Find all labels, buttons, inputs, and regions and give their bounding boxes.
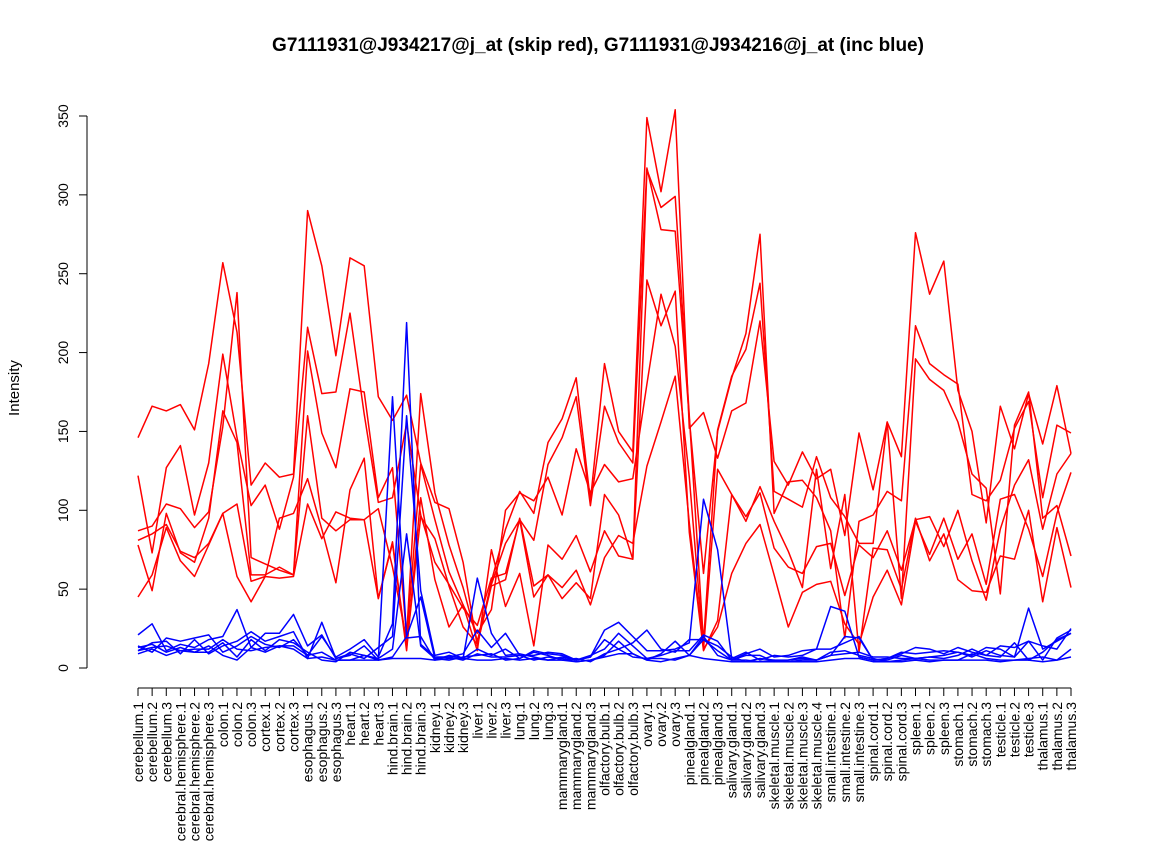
x-tick-label: spinal.cord.1 xyxy=(865,702,881,782)
x-tick-label: cerebral.hemisphere.3 xyxy=(201,702,217,842)
x-tick-label: cortex.3 xyxy=(286,702,302,752)
y-tick-label: 0 xyxy=(55,664,71,672)
x-tick-label: mammarygland.2 xyxy=(568,702,584,810)
x-tick-label: spleen.1 xyxy=(908,702,924,755)
x-tick-label: heart.1 xyxy=(342,702,358,746)
series-line-blue-8 xyxy=(137,321,1072,661)
x-tick-label: esophagus.2 xyxy=(314,702,330,782)
series-line-blue-7 xyxy=(137,395,1072,661)
y-axis-label: Intensity xyxy=(6,360,23,416)
x-tick-label: small.intestine.2 xyxy=(837,702,853,803)
series-line-red-2 xyxy=(137,167,1072,639)
y-tick-label: 200 xyxy=(55,341,71,365)
x-tick-label: skeletal.muscle.1 xyxy=(766,702,782,810)
x-tick-label: cerebral.hemisphere.1 xyxy=(172,702,188,842)
x-tick-label: colon.1 xyxy=(215,702,231,747)
y-tick-label: 350 xyxy=(55,104,71,128)
x-tick-label: stomach.2 xyxy=(964,702,980,767)
x-tick-label: salivary.gland.3 xyxy=(752,702,768,798)
x-tick-label: testicle.1 xyxy=(992,702,1008,757)
x-tick-label: liver.2 xyxy=(483,702,499,739)
x-tick-label: colon.3 xyxy=(243,702,259,747)
x-axis: cerebellum.1cerebellum.2cerebellum.3cere… xyxy=(130,687,1079,842)
series-line-red-4 xyxy=(137,291,1072,650)
series-line-blue-12 xyxy=(137,638,1072,663)
x-tick-label: kidney.2 xyxy=(441,702,457,753)
x-tick-label: salivary.gland.2 xyxy=(738,702,754,798)
x-tick-label: small.intestine.3 xyxy=(851,702,867,803)
x-tick-label: cerebellum.2 xyxy=(144,702,160,782)
x-tick-label: heart.3 xyxy=(370,702,386,746)
series-line-blue-9 xyxy=(137,414,1072,663)
y-tick-label: 250 xyxy=(55,262,71,286)
x-tick-label: lung.3 xyxy=(540,702,556,740)
series-lines xyxy=(137,108,1072,663)
y-tick-label: 300 xyxy=(55,183,71,207)
x-tick-label: ovary.3 xyxy=(667,702,683,747)
x-tick-label: skeletal.muscle.3 xyxy=(794,702,810,810)
x-tick-label: cortex.2 xyxy=(271,702,287,752)
y-tick-label: 50 xyxy=(55,581,71,597)
series-line-red-5 xyxy=(137,279,1072,653)
x-tick-label: spinal.cord.2 xyxy=(879,702,895,782)
x-tick-label: hind.brain.2 xyxy=(399,702,415,775)
x-tick-label: spleen.2 xyxy=(922,702,938,755)
x-tick-label: esophagus.3 xyxy=(328,702,344,782)
series-line-blue-11 xyxy=(137,596,1072,663)
series-line-red-1 xyxy=(137,108,1072,647)
x-tick-label: pinealgland.3 xyxy=(710,702,726,786)
x-tick-label: cerebellum.1 xyxy=(130,702,146,782)
chart-title: G7111931@J934217@j_at (skip red), G71119… xyxy=(272,35,924,56)
x-tick-label: lung.2 xyxy=(526,702,542,740)
x-tick-label: skeletal.muscle.2 xyxy=(780,702,796,810)
x-tick-label: small.intestine.1 xyxy=(823,702,839,803)
x-tick-label: salivary.gland.1 xyxy=(724,702,740,798)
x-tick-label: thalamus.1 xyxy=(1035,702,1051,771)
x-tick-label: mammarygland.3 xyxy=(582,702,598,810)
x-tick-label: olfactory.bulb.3 xyxy=(625,702,641,796)
x-tick-label: spleen.3 xyxy=(936,702,952,755)
x-tick-label: liver.3 xyxy=(498,702,514,739)
x-tick-label: stomach.3 xyxy=(978,702,994,767)
x-tick-label: cerebellum.3 xyxy=(158,702,174,782)
x-tick-label: testicle.3 xyxy=(1021,702,1037,757)
x-tick-label: thalamus.2 xyxy=(1049,702,1065,771)
x-tick-label: heart.2 xyxy=(356,702,372,746)
x-tick-label: pinealgland.1 xyxy=(681,702,697,786)
x-tick-label: ovary.1 xyxy=(639,702,655,747)
x-tick-label: colon.2 xyxy=(229,702,245,747)
series-line-blue-10 xyxy=(137,533,1072,663)
y-tick-label: 150 xyxy=(55,420,71,444)
x-tick-label: ovary.2 xyxy=(653,702,669,747)
x-tick-label: cortex.1 xyxy=(257,702,273,752)
x-tick-label: liver.1 xyxy=(469,702,485,739)
x-tick-label: spinal.cord.3 xyxy=(893,702,909,782)
x-tick-label: testicle.2 xyxy=(1006,702,1022,757)
x-tick-label: hind.brain.3 xyxy=(413,702,429,775)
x-tick-label: olfactory.bulb.2 xyxy=(611,702,627,796)
series-line-red-6 xyxy=(137,375,1072,650)
x-tick-label: skeletal.muscle.4 xyxy=(809,702,825,810)
x-tick-label: thalamus.3 xyxy=(1063,702,1079,771)
x-tick-label: esophagus.1 xyxy=(300,702,316,782)
x-tick-label: pinealgland.2 xyxy=(695,702,711,786)
x-tick-label: olfactory.bulb.1 xyxy=(597,702,613,796)
y-axis: 0 50 100 150 200 250 300 350 xyxy=(55,104,88,672)
y-tick-label: 100 xyxy=(55,498,71,522)
x-tick-label: hind.brain.1 xyxy=(384,702,400,775)
x-tick-label: mammarygland.1 xyxy=(554,702,570,810)
x-tick-label: stomach.1 xyxy=(950,702,966,767)
x-tick-label: lung.1 xyxy=(512,702,528,740)
x-tick-label: cerebral.hemisphere.2 xyxy=(187,702,203,842)
x-tick-label: kidney.1 xyxy=(427,702,443,753)
x-tick-label: kidney.3 xyxy=(455,702,471,753)
